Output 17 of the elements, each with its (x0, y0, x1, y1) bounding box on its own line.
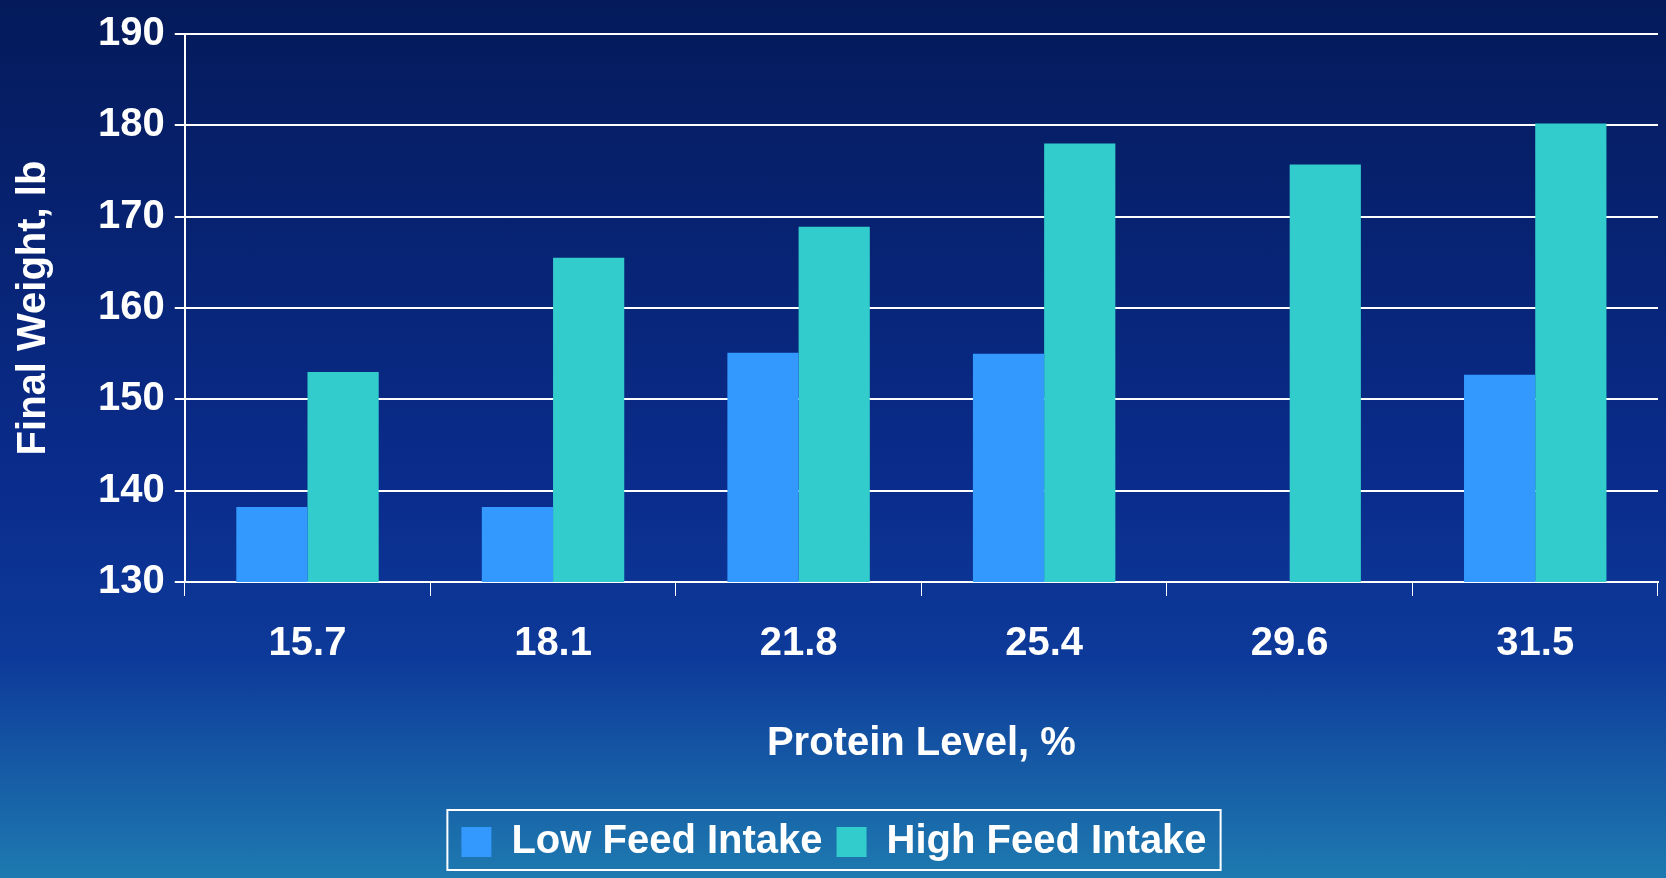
x-tick-label: 15.7 (268, 619, 347, 664)
y-tick-label: 190 (97, 9, 165, 54)
x-tick-label: 18.1 (514, 619, 592, 664)
x-tick-label: 31.5 (1496, 619, 1575, 664)
y-tick-label: 180 (97, 100, 165, 145)
y-tick-label: 150 (97, 374, 165, 419)
y-tick-label: 170 (97, 191, 165, 236)
legend-label: Low Feed Intake (511, 817, 823, 862)
x-axis-title: Protein Level, % (766, 719, 1076, 764)
y-tick-label: 130 (97, 557, 165, 602)
x-tick-label: 21.8 (759, 619, 838, 664)
y-tick-label: 160 (97, 283, 165, 328)
y-axis-title: Final Weight, lb (9, 160, 54, 456)
legend-label: High Feed Intake (886, 817, 1207, 862)
x-tick-label: 25.4 (1005, 619, 1084, 664)
y-tick-label: 140 (97, 465, 165, 510)
x-tick-label: 29.6 (1250, 619, 1329, 664)
